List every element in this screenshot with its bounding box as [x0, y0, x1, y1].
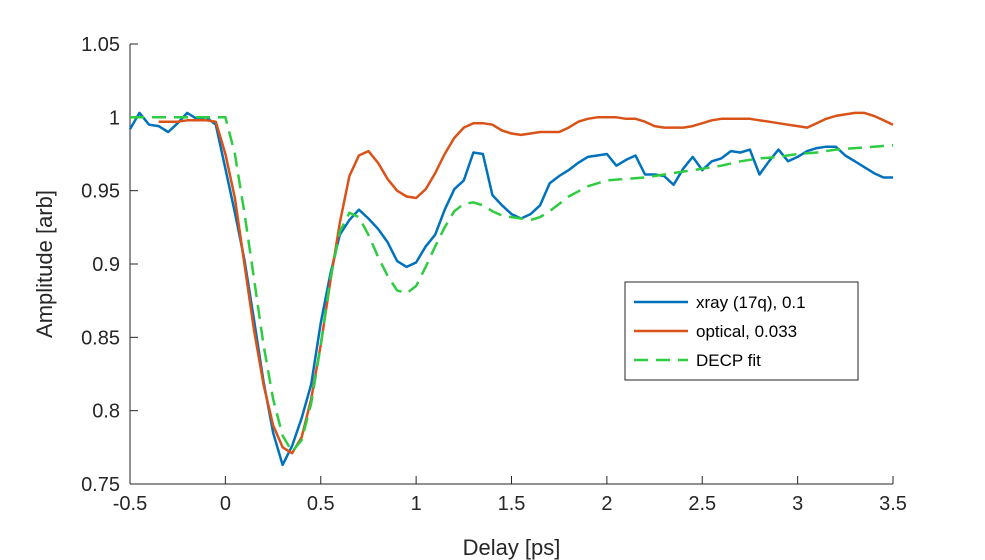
y-tick-label: 0.9	[92, 254, 120, 276]
series-layer	[128, 111, 894, 467]
series-line-3	[130, 116, 894, 453]
y-tick-label: 1	[109, 107, 120, 129]
y-tick-label: 0.8	[92, 401, 120, 423]
x-tick-label: 2	[601, 493, 612, 515]
x-tick-label: 0.5	[307, 493, 335, 515]
y-axis-title: Amplitude [arb]	[32, 190, 57, 338]
x-tick-label: 0	[220, 493, 231, 515]
x-tick-label: -0.5	[113, 493, 147, 515]
y-tick-label: 0.95	[81, 181, 120, 203]
x-tick-label: 3.5	[879, 493, 907, 515]
series-line-2	[158, 111, 894, 455]
legend-label: optical, 0.033	[696, 322, 797, 341]
x-tick-label: 1	[411, 493, 422, 515]
x-axis-title: Delay [ps]	[463, 535, 561, 560]
legend-label: DECP fit	[696, 351, 761, 370]
y-tick-label: 1.05	[81, 34, 120, 56]
series-line-1	[128, 111, 893, 467]
legend-label: xray (17q), 0.1	[696, 293, 806, 312]
y-tick-label: 0.85	[81, 327, 120, 349]
x-tick-label: 3	[792, 493, 803, 515]
axes: -0.5 0 0.5 1 1.5 2 2.5 3 3.5 0.75 0.8 0.85 0.9 0.95 1 1…	[81, 34, 907, 515]
legend: xray (17q), 0.1 optical, 0.033 DECP fit	[624, 281, 859, 381]
x-tick-label: 2.5	[688, 493, 716, 515]
y-tick-label: 0.75	[81, 474, 120, 496]
x-tick-label: 1.5	[498, 493, 526, 515]
